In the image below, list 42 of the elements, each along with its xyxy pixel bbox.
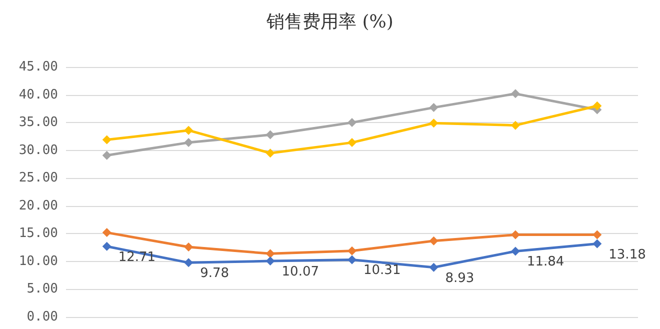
point <box>266 148 275 158</box>
point <box>102 228 112 238</box>
point <box>592 239 602 248</box>
point <box>184 242 194 252</box>
data-label: 13.18 <box>608 247 646 262</box>
data-label: 9.78 <box>200 266 230 282</box>
point <box>510 230 520 240</box>
point <box>429 262 438 272</box>
data-label: 10.07 <box>282 264 320 280</box>
point <box>266 256 275 266</box>
y-tick-label: 20.00 <box>18 198 58 214</box>
data-label: 11.84 <box>526 254 564 270</box>
point <box>266 249 275 258</box>
y-tick-label: 10.00 <box>18 254 58 269</box>
point <box>102 150 112 160</box>
data-label: 12.71 <box>118 250 156 265</box>
point <box>510 89 520 98</box>
y-tick-label: 45.00 <box>18 60 58 74</box>
y-tick-label: 25.00 <box>18 170 58 186</box>
point <box>266 130 275 140</box>
y-tick-label: 40.00 <box>18 87 58 102</box>
data-label: 8.93 <box>445 270 474 286</box>
point <box>348 118 356 128</box>
point <box>429 103 438 112</box>
y-tick-label: 5.00 <box>26 282 58 297</box>
point <box>348 138 356 148</box>
data-label: 10.31 <box>364 263 401 278</box>
point <box>510 246 520 256</box>
y-tick-label: 0.00 <box>26 310 58 324</box>
point <box>102 135 112 144</box>
point <box>102 242 112 251</box>
y-tick-label: 15.00 <box>18 226 58 242</box>
y-tick-label: 30.00 <box>18 142 58 158</box>
point <box>429 236 438 246</box>
point <box>592 101 602 110</box>
point <box>348 246 356 256</box>
y-tick-label: 35.00 <box>18 115 58 130</box>
point <box>184 258 194 268</box>
point <box>184 138 194 148</box>
point <box>184 126 194 135</box>
chart-title: 销售费用率 (%) <box>266 12 394 32</box>
point <box>348 255 356 264</box>
